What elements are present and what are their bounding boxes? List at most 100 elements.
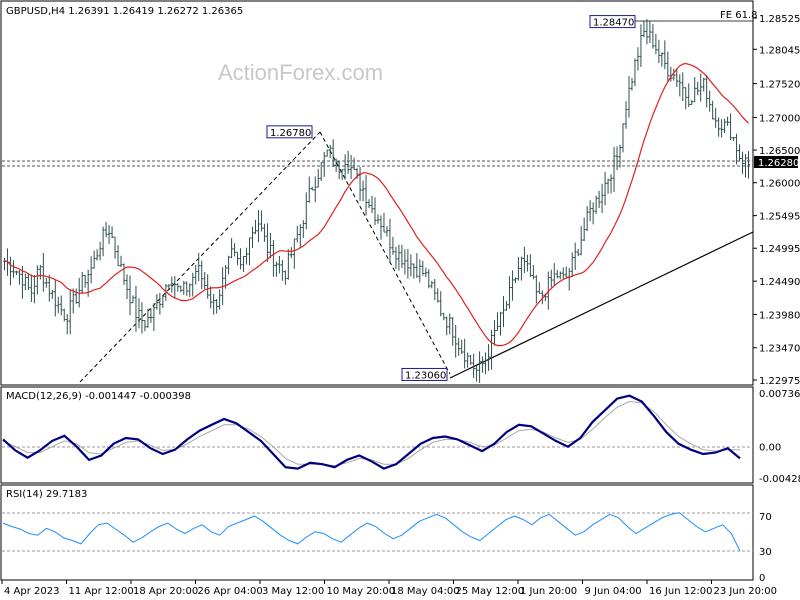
price-bar <box>233 243 236 257</box>
symbol-label: GBPUSD,H4 1.26391 1.26419 1.26272 1.2636… <box>6 6 243 17</box>
price-bar <box>376 214 380 224</box>
price-bar <box>478 351 481 383</box>
price-bar <box>499 311 502 336</box>
price-bar <box>260 210 263 232</box>
price-bar <box>194 264 198 285</box>
price-bar <box>555 269 559 279</box>
price-bar <box>660 52 664 67</box>
price-bar <box>110 226 114 239</box>
price-bar <box>603 171 607 206</box>
price-bar <box>534 275 538 304</box>
price-bar <box>466 352 470 368</box>
price-bar <box>738 144 741 162</box>
price-bar <box>197 252 201 282</box>
price-bar <box>618 144 622 168</box>
price-bar <box>684 87 688 110</box>
price-bar <box>224 264 228 289</box>
price-bar <box>361 180 365 202</box>
price-bar <box>651 23 655 49</box>
price-bar <box>573 242 577 271</box>
rsi-panel-frame <box>0 484 754 581</box>
price-bar <box>9 256 12 286</box>
price-bar <box>24 273 27 290</box>
price-bar <box>394 246 398 270</box>
price-bar <box>403 249 407 275</box>
price-tick-label: 1.27000 <box>759 113 800 124</box>
price-bar <box>741 151 744 174</box>
price-bar <box>128 275 132 316</box>
price-bar <box>349 155 353 179</box>
price-bar <box>747 151 750 179</box>
price-bar <box>424 267 428 278</box>
fib-label: FE 61.8 <box>720 10 758 21</box>
time-tick-label: 9 Jun 04:00 <box>585 586 642 597</box>
price-bar <box>206 274 210 299</box>
price-bar <box>717 117 721 137</box>
price-bar <box>83 274 87 288</box>
price-bar <box>654 33 658 55</box>
price-bar <box>421 260 425 276</box>
price-bar <box>56 296 60 314</box>
price-bar <box>143 319 147 332</box>
price-bar <box>406 248 410 279</box>
price-bar <box>711 100 715 120</box>
price-bar <box>645 19 649 45</box>
rsi-tick-label: 70 <box>759 512 772 523</box>
price-bar <box>448 313 452 335</box>
price-bar <box>430 280 434 289</box>
rsi-tick-label: 0 <box>759 573 765 584</box>
price-bar <box>508 276 511 309</box>
price-bar <box>463 338 467 369</box>
price-bar <box>540 290 544 305</box>
price-bar <box>173 276 177 298</box>
annotation-label: 1.28470 <box>593 18 634 29</box>
price-bar <box>705 74 709 108</box>
price-bar <box>412 263 416 279</box>
price-bar <box>735 133 738 165</box>
price-bar <box>493 320 496 346</box>
price-bar <box>68 290 72 335</box>
price-bar <box>239 248 242 270</box>
time-tick-label: 18 May 04:00 <box>391 586 460 597</box>
time-tick-label: 10 May 20:00 <box>327 586 396 597</box>
price-bar <box>176 283 180 292</box>
price-bar <box>215 299 219 314</box>
price-tick-label: 1.28525 <box>759 14 800 25</box>
price-bar <box>723 118 727 134</box>
price-bar <box>280 259 284 281</box>
price-bar <box>609 174 613 194</box>
price-tick-label: 1.26500 <box>759 146 800 157</box>
price-bar <box>663 40 667 70</box>
price-bar <box>460 339 464 355</box>
price-bar <box>708 90 712 112</box>
price-bar <box>152 303 156 332</box>
price-bar <box>648 20 652 43</box>
price-bar <box>122 263 126 285</box>
price-bar <box>732 137 735 141</box>
price-tick-label: 1.24995 <box>759 244 800 255</box>
price-tick-label: 1.24490 <box>759 277 800 288</box>
price-bar <box>203 271 207 290</box>
price-bar <box>38 264 42 280</box>
price-bar <box>627 75 631 118</box>
price-bar <box>621 123 625 153</box>
price-bar <box>101 226 105 257</box>
price-bar <box>71 288 75 314</box>
price-bar <box>331 139 335 167</box>
rsi-title: RSI(14) 29.7183 <box>6 489 87 500</box>
time-tick-label: 3 May 12:00 <box>262 586 324 597</box>
price-bar <box>12 260 15 278</box>
macd-tick-label: -0.004286 <box>759 474 800 485</box>
price-bar <box>227 255 230 275</box>
price-bar <box>47 274 51 302</box>
price-bar <box>388 218 392 262</box>
price-bar <box>385 226 389 237</box>
price-bar <box>597 190 601 208</box>
price-bar <box>567 268 571 291</box>
price-bar <box>400 244 404 269</box>
price-bar <box>457 338 461 356</box>
price-bar <box>155 294 159 310</box>
price-bar <box>95 249 99 261</box>
price-bar <box>570 252 574 278</box>
price-bar <box>286 249 290 280</box>
